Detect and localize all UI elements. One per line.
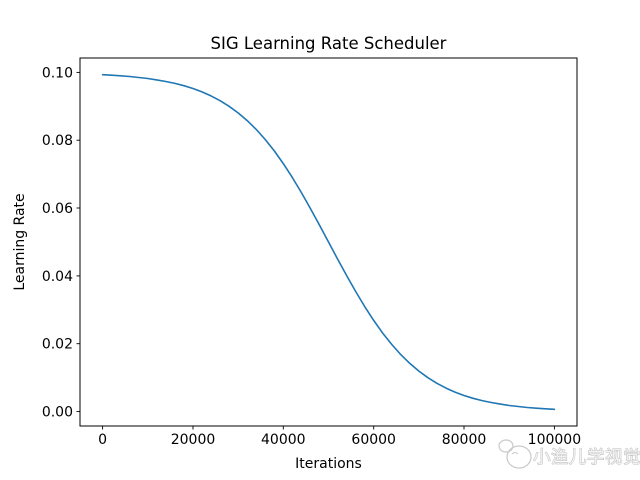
- x-tick-label: 0: [98, 432, 107, 448]
- y-tick-label: 0.00: [42, 405, 73, 421]
- x-tick-label: 60000: [351, 432, 396, 448]
- x-tick-label: 40000: [261, 432, 306, 448]
- y-axis-label: Learning Rate: [12, 193, 28, 290]
- y-tick-labels: 0.00 0.02 0.04 0.06 0.08 0.10: [42, 65, 73, 420]
- x-axis-label: Iterations: [295, 456, 362, 472]
- x-tick-marks: [102, 426, 555, 430]
- y-tick-label: 0.08: [42, 133, 73, 149]
- x-tick-label: 100000: [528, 432, 581, 448]
- x-tick-label: 20000: [171, 432, 216, 448]
- y-tick-marks: [76, 71, 80, 413]
- y-tick-label: 0.02: [42, 337, 73, 353]
- y-tick-label: 0.10: [42, 65, 73, 81]
- learning-rate-curve: [101, 73, 556, 411]
- x-tick-label: 80000: [442, 432, 487, 448]
- y-tick-label: 0.04: [42, 269, 73, 285]
- x-tick-labels: 0 20000 40000 60000 80000 100000: [98, 432, 581, 448]
- axes-frame: [79, 57, 578, 427]
- cartoon-face-icon: [498, 439, 532, 469]
- watermark: 小渔儿学视觉: [498, 439, 640, 469]
- chart-title: SIG Learning Rate Scheduler: [211, 34, 447, 53]
- watermark-text: 小渔儿学视觉: [533, 448, 640, 468]
- y-tick-label: 0.06: [42, 201, 73, 217]
